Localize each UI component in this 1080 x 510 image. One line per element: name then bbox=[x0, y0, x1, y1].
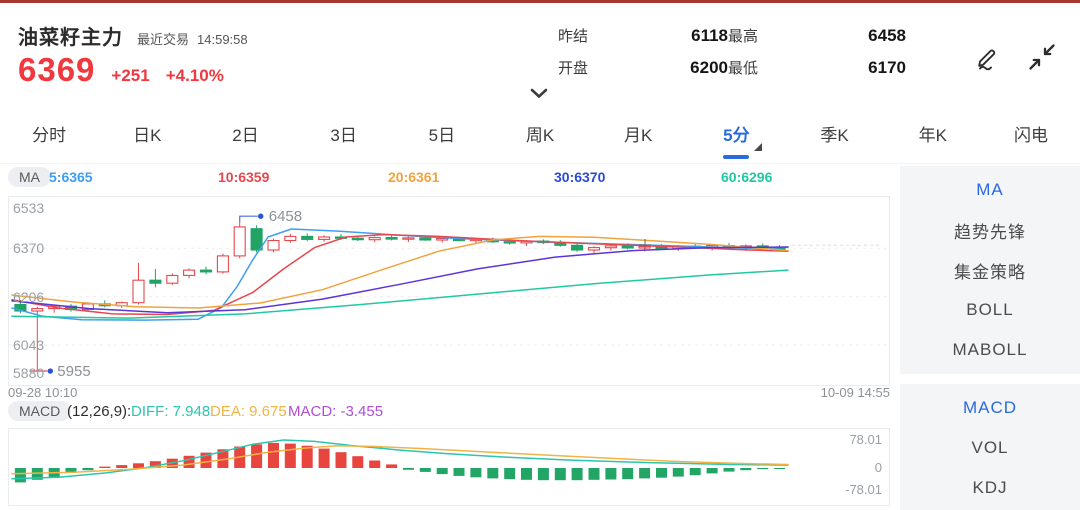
sidebar-item-ma[interactable]: MA bbox=[976, 180, 1004, 199]
tab-label: 闪电 bbox=[1013, 125, 1048, 145]
tab-fenshi[interactable]: 分时 bbox=[0, 103, 98, 163]
diff-legend-value: DIFF: 7.948 bbox=[131, 403, 211, 420]
x-axis-labels: 09-28 10:10 10-09 14:55 bbox=[8, 385, 890, 400]
tab-monthly-k[interactable]: 月K bbox=[589, 103, 687, 163]
tab-5day[interactable]: 5日 bbox=[393, 103, 491, 163]
macd-chart[interactable]: 78.01 0 -78.01 bbox=[8, 428, 890, 506]
indicator-sidebar: MA 趋势先锋集金策略 BOLL MABOLL MACD VOL KDJ bbox=[900, 166, 1080, 510]
header-icons bbox=[974, 41, 1058, 73]
tab-flash[interactable]: 闪电 bbox=[982, 103, 1080, 163]
sidebar-group-1: MACD VOL KDJ bbox=[900, 384, 1080, 510]
tab-label: 2日 bbox=[232, 125, 259, 145]
tab-dropdown-corner-icon bbox=[754, 143, 763, 151]
svg-text:6206: 6206 bbox=[13, 289, 44, 305]
candlestick-chart[interactable]: 6458 5955 6533 6370 6206 6043 5880 bbox=[8, 196, 890, 386]
price-change: +251 bbox=[111, 66, 150, 85]
sidebar-item-kdj[interactable]: KDJ bbox=[972, 478, 1008, 497]
x-axis-end-label: 10-09 14:55 bbox=[820, 385, 890, 400]
tab-label: 5日 bbox=[428, 125, 456, 145]
tab-label: 分时 bbox=[32, 125, 67, 145]
tab-daily-k[interactable]: 日K bbox=[98, 103, 196, 163]
macd-legend-pill: MACD bbox=[8, 401, 72, 421]
tab-quarterly-k[interactable]: 季K bbox=[786, 103, 884, 163]
collapse-icon[interactable] bbox=[1026, 41, 1058, 73]
price-row: 6369 +251 +4.10% bbox=[18, 51, 224, 89]
last-price: 6369 bbox=[18, 51, 96, 88]
tab-label: 年K bbox=[918, 125, 947, 145]
sidebar-item-boll[interactable]: BOLL bbox=[966, 300, 1014, 319]
chevron-down-icon[interactable] bbox=[528, 86, 550, 104]
ma30-legend-value: 30:6370 bbox=[554, 169, 606, 185]
stat-value-open: 6200 bbox=[690, 57, 728, 77]
tab-label: 季K bbox=[820, 125, 849, 145]
tab-3day[interactable]: 3日 bbox=[295, 103, 393, 163]
price-change-pct: +4.10% bbox=[165, 66, 224, 85]
svg-text:6043: 6043 bbox=[13, 337, 44, 353]
ma20-legend-value: 20:6361 bbox=[388, 169, 440, 185]
svg-text:5955: 5955 bbox=[57, 363, 90, 380]
sidebar-item-vol[interactable]: VOL bbox=[971, 438, 1009, 457]
period-tabbar: 分时 日K 2日 3日 5日 周K 月K 5分 季K 年K 闪电 bbox=[0, 103, 1080, 164]
stat-value-prev-settle: 6118 bbox=[691, 25, 728, 45]
ma5-legend-value: 5:6365 bbox=[49, 169, 93, 185]
x-axis-start-label: 09-28 10:10 bbox=[8, 385, 78, 400]
macd-legend: MACD (12,26,9): DIFF: 7.948 DEA: 9.675 MAC… bbox=[0, 400, 892, 428]
svg-text:0: 0 bbox=[875, 460, 882, 475]
stat-value-low: 6170 bbox=[868, 57, 906, 77]
tab-label: 5分 bbox=[723, 125, 750, 145]
ma10-legend-value: 10:6359 bbox=[218, 169, 270, 185]
tab-label: 月K bbox=[624, 125, 653, 145]
svg-text:6370: 6370 bbox=[13, 240, 44, 256]
svg-text:6458: 6458 bbox=[269, 208, 302, 225]
active-tab-underline bbox=[723, 155, 750, 159]
stat-value-high: 6458 bbox=[868, 25, 906, 45]
stat-label-low: 最低 bbox=[728, 60, 759, 77]
tab-label: 3日 bbox=[330, 125, 357, 145]
ma60-legend-value: 60:6296 bbox=[721, 169, 773, 185]
tab-weekly-k[interactable]: 周K bbox=[491, 103, 589, 163]
sidebar-group-0: MA 趋势先锋集金策略 BOLL MABOLL bbox=[900, 166, 1080, 374]
ohlc-stats: 昨结 6118 最高 6458 开盘 6200 最低 6170 bbox=[558, 25, 906, 78]
dea-legend-value: DEA: 9.675 bbox=[210, 403, 287, 420]
macd-params: (12,26,9): bbox=[67, 403, 132, 420]
svg-text:6533: 6533 bbox=[13, 200, 44, 216]
svg-text:5880: 5880 bbox=[13, 365, 44, 381]
stat-label-high: 最高 bbox=[728, 28, 759, 45]
sidebar-item-jijin-strategy[interactable]: 集金策略 bbox=[954, 262, 1026, 282]
tab-yearly-k[interactable]: 年K bbox=[884, 103, 982, 163]
sidebar-item-macd[interactable]: MACD bbox=[962, 398, 1018, 417]
last-trade-time: 14:59:58 bbox=[197, 32, 248, 47]
tab-5min[interactable]: 5分 bbox=[687, 103, 785, 163]
contract-title: 油菜籽主力 bbox=[18, 27, 123, 49]
ma-legend: MA 5:6365 10:6359 20:6361 30:6370 60:6296 bbox=[0, 166, 892, 194]
tab-label: 周K bbox=[525, 125, 555, 145]
svg-text:-78.01: -78.01 bbox=[845, 482, 882, 497]
svg-text:78.01: 78.01 bbox=[849, 432, 882, 447]
tab-2day[interactable]: 2日 bbox=[196, 103, 294, 163]
top-accent-bar bbox=[0, 0, 1080, 3]
title-row: 油菜籽主力 最近交易 14:59:58 bbox=[18, 21, 248, 50]
header: 油菜籽主力 最近交易 14:59:58 6369 +251 +4.10% 昨结 … bbox=[0, 3, 1080, 103]
sidebar-item-maboll[interactable]: MABOLL bbox=[952, 340, 1028, 359]
last-trade-label: 最近交易 bbox=[137, 32, 190, 47]
stat-label-open: 开盘 bbox=[558, 60, 589, 77]
macd-legend-value: MACD: -3.455 bbox=[288, 403, 384, 420]
stat-label-prev-settle: 昨结 bbox=[558, 28, 589, 45]
ma-legend-pill: MA bbox=[8, 167, 51, 187]
draw-tool-icon[interactable] bbox=[974, 41, 1006, 73]
tab-label: 日K bbox=[133, 125, 162, 145]
sidebar-item-trend-pioneer[interactable]: 趋势先锋 bbox=[954, 222, 1026, 242]
